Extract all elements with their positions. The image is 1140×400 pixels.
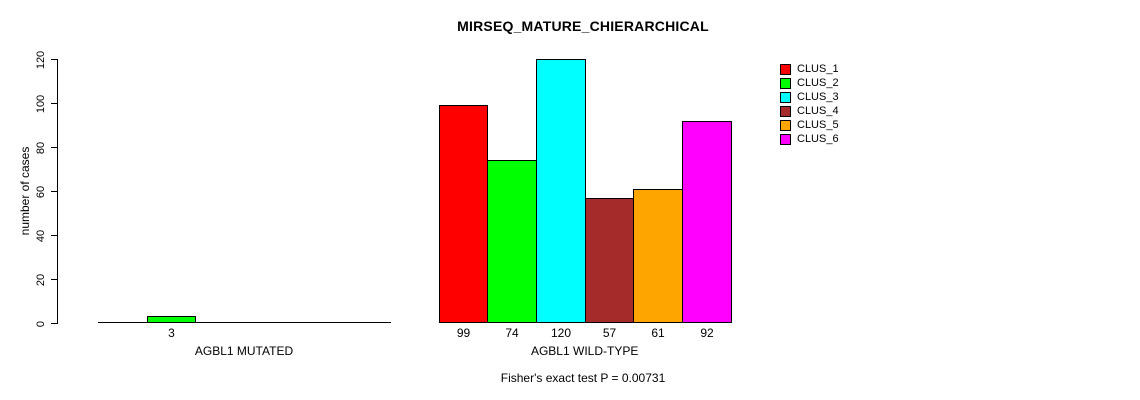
legend-label: CLUS_6 (797, 133, 839, 145)
bar-value-label: 99 (456, 326, 471, 340)
y-tick-label: 0 (35, 320, 47, 327)
chart-title: MIRSEQ_MATURE_CHIERARCHICAL (457, 18, 709, 34)
y-tick-label: 100 (35, 94, 47, 113)
y-tick (51, 191, 57, 192)
y-tick (51, 279, 57, 280)
legend-label: CLUS_3 (797, 91, 839, 103)
bar-value-label: 57 (602, 326, 617, 340)
group-label: AGBL1 WILD-TYPE (530, 344, 639, 358)
bar-value-label: 3 (168, 326, 175, 340)
bar-zero-line (244, 322, 294, 323)
y-tick-label: 20 (35, 273, 47, 286)
bar-CLUS_2 (147, 316, 196, 323)
y-tick (51, 323, 57, 324)
legend-label: CLUS_2 (797, 77, 839, 89)
legend-row: CLUS_4 (780, 105, 839, 118)
bar-zero-line (195, 322, 245, 323)
bar-CLUS_5 (633, 189, 683, 323)
y-tick (51, 103, 57, 104)
bar-CLUS_2 (487, 160, 537, 323)
bar-zero-line (341, 322, 391, 323)
bar-value-label: 92 (700, 326, 714, 340)
bar-value-label: 120 (550, 326, 572, 340)
legend-swatch-CLUS_1 (780, 64, 791, 75)
y-tick (51, 59, 57, 60)
y-tick-label: 40 (35, 229, 47, 242)
legend-label: CLUS_4 (797, 105, 839, 117)
group-label: AGBL1 MUTATED (194, 344, 294, 358)
y-tick (51, 235, 57, 236)
y-tick-label: 120 (35, 50, 47, 69)
legend-row: CLUS_5 (780, 119, 839, 132)
bar-CLUS_4 (585, 198, 634, 323)
legend-swatch-CLUS_3 (780, 92, 791, 103)
bar-CLUS_1 (439, 105, 488, 323)
bar-zero-line (98, 322, 148, 323)
bar-CLUS_6 (682, 121, 732, 323)
legend-swatch-CLUS_5 (780, 120, 791, 131)
bar-zero-line (293, 322, 342, 323)
y-tick-label: 80 (35, 141, 47, 154)
bar-value-label: 61 (651, 326, 665, 340)
footnote: Fisher's exact test P = 0.00731 (500, 371, 666, 385)
y-tick (51, 147, 57, 148)
y-axis-line (57, 59, 58, 324)
bar-CLUS_3 (536, 59, 586, 323)
legend-row: CLUS_3 (780, 91, 839, 104)
legend: CLUS_1 CLUS_2 CLUS_3 CLUS_4 CLUS_5 CLUS_6 (780, 63, 839, 147)
legend-swatch-CLUS_4 (780, 106, 791, 117)
legend-row: CLUS_2 (780, 77, 839, 90)
legend-row: CLUS_6 (780, 133, 839, 146)
legend-row: CLUS_1 (780, 63, 839, 76)
legend-label: CLUS_5 (797, 119, 839, 131)
y-tick-label: 60 (35, 185, 47, 198)
legend-swatch-CLUS_2 (780, 78, 791, 89)
legend-label: CLUS_1 (797, 63, 839, 75)
bar-value-label: 74 (505, 326, 519, 340)
legend-swatch-CLUS_6 (780, 134, 791, 145)
